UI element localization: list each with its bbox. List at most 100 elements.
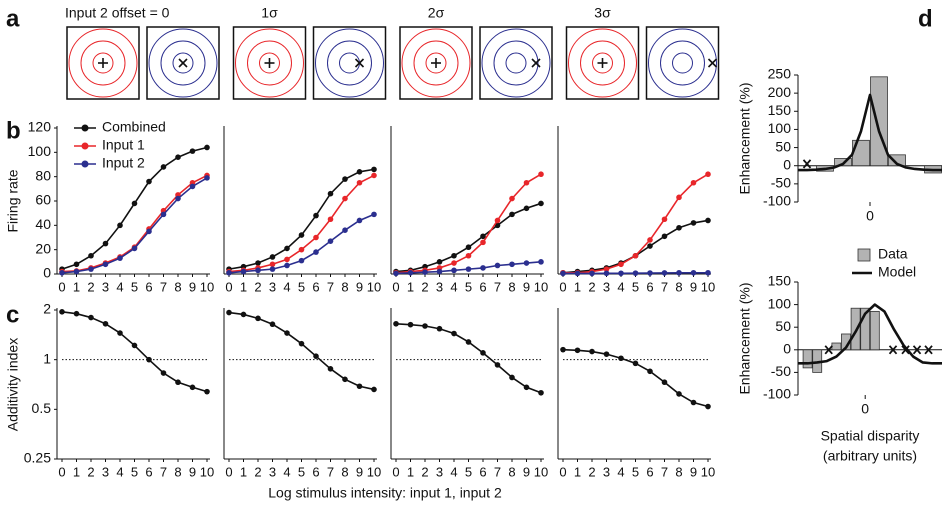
- data-point: [189, 183, 196, 190]
- legend-swatch: [857, 248, 871, 262]
- data-point: [160, 164, 167, 170]
- data-point: [647, 237, 653, 243]
- y-tick-label: 100: [768, 295, 792, 311]
- x-tick-label: 4: [450, 279, 457, 294]
- y-tick-label: 0.25: [24, 450, 51, 466]
- x-tick-label: 0: [559, 279, 566, 294]
- data-point: [676, 224, 682, 231]
- receptive-field-ring: [413, 40, 459, 86]
- x-tick-label: 7: [494, 464, 501, 479]
- data-point: [88, 266, 94, 272]
- data-point: [436, 259, 443, 265]
- data-point: [298, 246, 305, 253]
- data-point: [603, 351, 610, 357]
- data-point: [690, 179, 697, 186]
- data-point: [676, 194, 682, 201]
- data-point: [690, 269, 697, 276]
- receptive-field-ring: [580, 40, 625, 86]
- data-point: [356, 217, 363, 224]
- data-point: [298, 257, 305, 264]
- panel-a-title: Input 2 offset = 0: [65, 5, 170, 21]
- y-tick-label: 0: [783, 156, 791, 172]
- diagram-box: [232, 26, 307, 100]
- data-point: [603, 270, 610, 277]
- data-point: [327, 366, 334, 372]
- data-point: [480, 233, 486, 240]
- y-axis-label: Enhancement (%): [737, 82, 753, 194]
- data-point: [73, 261, 80, 268]
- stimulus-cross: [531, 58, 541, 68]
- y-tick-label: 80: [35, 167, 51, 183]
- data-point: [226, 309, 232, 316]
- bar: [870, 76, 888, 167]
- data-point: [618, 261, 624, 268]
- receptive-field-ring: [80, 40, 126, 86]
- data-point: [705, 171, 711, 178]
- y-tick-label: 60: [35, 192, 51, 208]
- receptive-field-ring: [401, 28, 471, 98]
- bar: [869, 310, 880, 351]
- data-point: [509, 211, 515, 218]
- data-point: [327, 238, 334, 244]
- x-tick-label: 2: [421, 464, 428, 479]
- data-point: [204, 175, 210, 181]
- data-point: [661, 270, 668, 276]
- data-point: [313, 249, 319, 255]
- data-point: [393, 270, 399, 277]
- data-point: [342, 227, 348, 233]
- x-tick-label: 2: [254, 464, 261, 479]
- y-tick-label: 200: [768, 84, 792, 100]
- data-point: [255, 315, 261, 322]
- x-tick-label: 9: [523, 279, 530, 294]
- x-tick-label: 3: [436, 279, 443, 294]
- data-point: [189, 148, 196, 154]
- receptive-field-ring: [172, 52, 194, 74]
- x-marker: [901, 345, 910, 355]
- x-tick-label: 1: [73, 464, 80, 479]
- legend-marker: [81, 124, 89, 132]
- x-tick-label: 5: [465, 464, 472, 479]
- data-point: [175, 154, 181, 160]
- data-point: [313, 353, 319, 359]
- data-point: [436, 268, 443, 275]
- series-line: [61, 311, 208, 393]
- data-point: [131, 200, 138, 207]
- y-tick-label: 0: [43, 265, 51, 281]
- x-tick-label: 7: [661, 279, 668, 294]
- x-tick-label: 1: [574, 464, 581, 479]
- receptive-field-ring: [592, 52, 613, 74]
- x-tick-label: 9: [523, 464, 530, 479]
- x-tick-label: 5: [632, 279, 639, 294]
- data-point: [356, 169, 363, 175]
- diagram-box: [312, 26, 387, 100]
- data-point: [269, 321, 276, 328]
- x-marker: [888, 345, 898, 355]
- data-point: [509, 261, 515, 268]
- receptive-field-ring: [92, 52, 114, 74]
- x-tick-label: 7: [494, 279, 501, 294]
- receptive-field-ring: [568, 28, 637, 98]
- series-line: [562, 219, 709, 274]
- data-point: [131, 342, 138, 349]
- receptive-field-ring: [660, 40, 705, 86]
- receptive-field-ring: [235, 28, 304, 98]
- stimulus-cross: [354, 58, 365, 68]
- data-point: [73, 268, 80, 275]
- x-tick-label: 8: [675, 464, 682, 479]
- diagram-box: [479, 26, 553, 100]
- legend-label: Data: [878, 246, 908, 262]
- data-point: [117, 330, 123, 336]
- receptive-field-ring: [672, 52, 693, 74]
- legend-label: Input 1: [102, 137, 145, 153]
- x-tick-label: 0: [58, 279, 65, 294]
- x-tick-label: 3: [269, 464, 276, 479]
- data-point: [574, 270, 581, 277]
- x-tick-label: 0: [861, 401, 869, 417]
- x-tick-label: 6: [145, 279, 152, 294]
- y-tick-label: 1: [43, 350, 51, 366]
- stimulus-cross: [707, 58, 718, 68]
- x-tick-label: 0: [392, 464, 399, 479]
- x-tick-label: 10: [367, 464, 381, 479]
- receptive-field-ring: [648, 28, 717, 98]
- y-tick-label: 100: [768, 120, 792, 136]
